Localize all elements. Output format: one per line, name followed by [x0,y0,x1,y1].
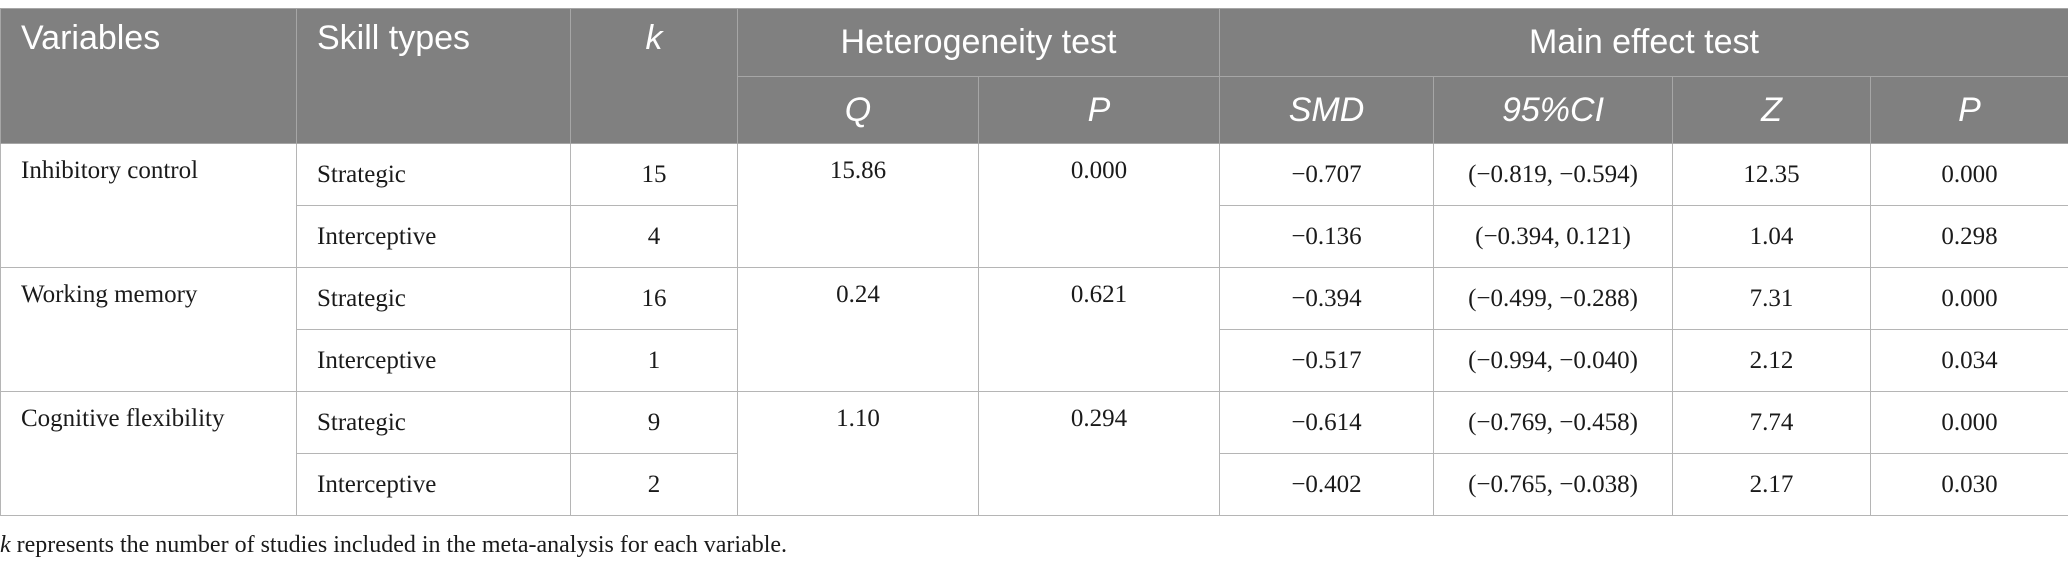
ci-cell: (−0.394, 0.121) [1433,205,1673,268]
z-cell: 7.31 [1672,267,1871,330]
smd-cell: −0.394 [1219,267,1434,330]
col-header-skill-types: Skill types [296,8,571,144]
ci-cell: (−0.769, −0.458) [1433,391,1673,454]
main-effect-p-cell: 0.030 [1870,453,2068,516]
main-effect-p-cell: 0.000 [1870,267,2068,330]
skill-type-cell: Strategic [296,143,571,206]
smd-cell: −0.402 [1219,453,1434,516]
meta-analysis-table: Variables Skill types k Heterogeneity te… [0,8,2068,516]
q-cell: 15.86 [737,143,979,268]
main-effect-p-cell: 0.000 [1870,391,2068,454]
ci-cell: (−0.499, −0.288) [1433,267,1673,330]
k-cell: 4 [570,205,738,268]
k-cell: 2 [570,453,738,516]
q-cell: 0.24 [737,267,979,392]
variable-cell: Working memory [0,267,297,392]
k-cell: 9 [570,391,738,454]
heterogeneity-p-cell: 0.294 [978,391,1220,516]
table-row: Cognitive flexibility Strategic 9 1.10 0… [0,391,2068,516]
k-cell: 16 [570,267,738,330]
table-header: Variables Skill types k Heterogeneity te… [0,8,2068,144]
heterogeneity-p-cell: 0.000 [978,143,1220,268]
z-cell: 2.17 [1672,453,1871,516]
skill-type-cell: Strategic [296,267,571,330]
skill-type-cell: Interceptive [296,205,571,268]
table-row: Inhibitory control Strategic 15 15.86 0.… [0,143,2068,268]
main-effect-p-cell: 0.000 [1870,143,2068,206]
footnote-k-symbol: k [0,532,11,558]
smd-cell: −0.614 [1219,391,1434,454]
skill-type-cell: Strategic [296,391,571,454]
col-header-smd: SMD [1219,76,1434,144]
ci-cell: (−0.994, −0.040) [1433,329,1673,392]
col-header-heterogeneity-test: Heterogeneity test [737,8,1220,77]
z-cell: 12.35 [1672,143,1871,206]
col-header-variables: Variables [0,8,297,144]
col-header-k: k [570,8,738,144]
col-header-q: Q [737,76,979,144]
k-cell: 15 [570,143,738,206]
ci-cell: (−0.765, −0.038) [1433,453,1673,516]
main-effect-p-cell: 0.034 [1870,329,2068,392]
skill-type-cell: Interceptive [296,329,571,392]
table-footnote: k represents the number of studies inclu… [0,532,787,559]
heterogeneity-p-cell: 0.621 [978,267,1220,392]
col-header-main-effect-p: P [1870,76,2068,144]
k-cell: 1 [570,329,738,392]
z-cell: 7.74 [1672,391,1871,454]
col-header-heterogeneity-p: P [978,76,1220,144]
ci-cell: (−0.819, −0.594) [1433,143,1673,206]
col-header-ci: 95%CI [1433,76,1673,144]
smd-cell: −0.517 [1219,329,1434,392]
smd-cell: −0.136 [1219,205,1434,268]
q-cell: 1.10 [737,391,979,516]
table-row: Working memory Strategic 16 0.24 0.621 −… [0,267,2068,392]
z-cell: 1.04 [1672,205,1871,268]
z-cell: 2.12 [1672,329,1871,392]
table-body: Inhibitory control Strategic 15 15.86 0.… [0,143,2068,516]
main-effect-p-cell: 0.298 [1870,205,2068,268]
variable-cell: Inhibitory control [0,143,297,268]
variable-cell: Cognitive flexibility [0,391,297,516]
col-header-main-effect-test: Main effect test [1219,8,2068,77]
col-header-z: Z [1672,76,1871,144]
table-row: Interceptive 1 −0.517 (−0.994, −0.040) 2… [1,329,2068,392]
footnote-text: represents the number of studies include… [10,532,788,558]
smd-cell: −0.707 [1219,143,1434,206]
table-row: Interceptive 4 −0.136 (−0.394, 0.121) 1.… [1,205,2068,268]
skill-type-cell: Interceptive [296,453,571,516]
table-row: Interceptive 2 −0.402 (−0.765, −0.038) 2… [1,453,2068,516]
